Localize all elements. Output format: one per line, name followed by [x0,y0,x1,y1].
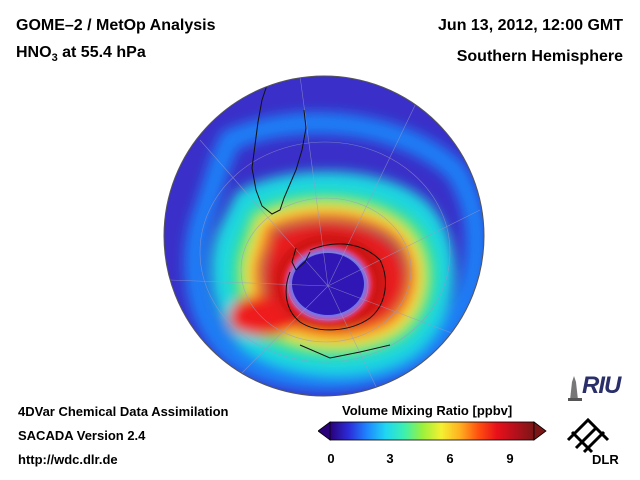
colorbar-high-arrow [533,421,547,441]
hno3-field [164,76,484,396]
colorbar [318,421,547,441]
colorbar-tick-3: 3 [386,451,394,466]
outer-blue-band [184,112,484,392]
globe-outline [163,75,485,397]
colorbar-low-arrow [318,421,331,441]
colorbar-scale [329,421,535,441]
footer-version-label: SACADA Version 2.4 [18,428,146,443]
map-title: GOME–2 / MetOp Analysis [16,17,216,34]
graticule [169,76,481,396]
riu-logo-text: RIU [582,372,621,399]
colorbar-title: Volume Mixing Ratio [ppbv] [342,403,513,418]
antarctica-coast [285,243,386,331]
colorbar-tick-6: 6 [446,451,454,466]
species-name: HNO [16,44,52,61]
colorbar-tick-0: 0 [327,451,335,466]
footer-url-link[interactable]: http://wdc.dlr.de [18,452,118,467]
coastlines [251,81,391,359]
antarctic-peninsula-coast [291,247,311,271]
footer-assimilation-label: 4DVar Chemical Data Assimilation [18,404,229,419]
teal-band [210,171,455,377]
south-america-coast [251,81,307,215]
australia-coast [299,344,391,359]
pressure-level: at 55.4 hPa [57,44,146,61]
dlr-logo-icon [566,417,610,454]
species-level-label: HNO3 at 55.4 hPa [16,44,146,64]
dlr-logo-text: DLR [592,452,619,467]
date-time-label: Jun 13, 2012, 12:00 GMT [438,17,623,34]
species-subscript: 3 [51,52,58,65]
riu-logo-icon [568,376,582,401]
hemisphere-label: Southern Hemisphere [456,48,623,65]
colorbar-tick-9: 9 [506,451,514,466]
